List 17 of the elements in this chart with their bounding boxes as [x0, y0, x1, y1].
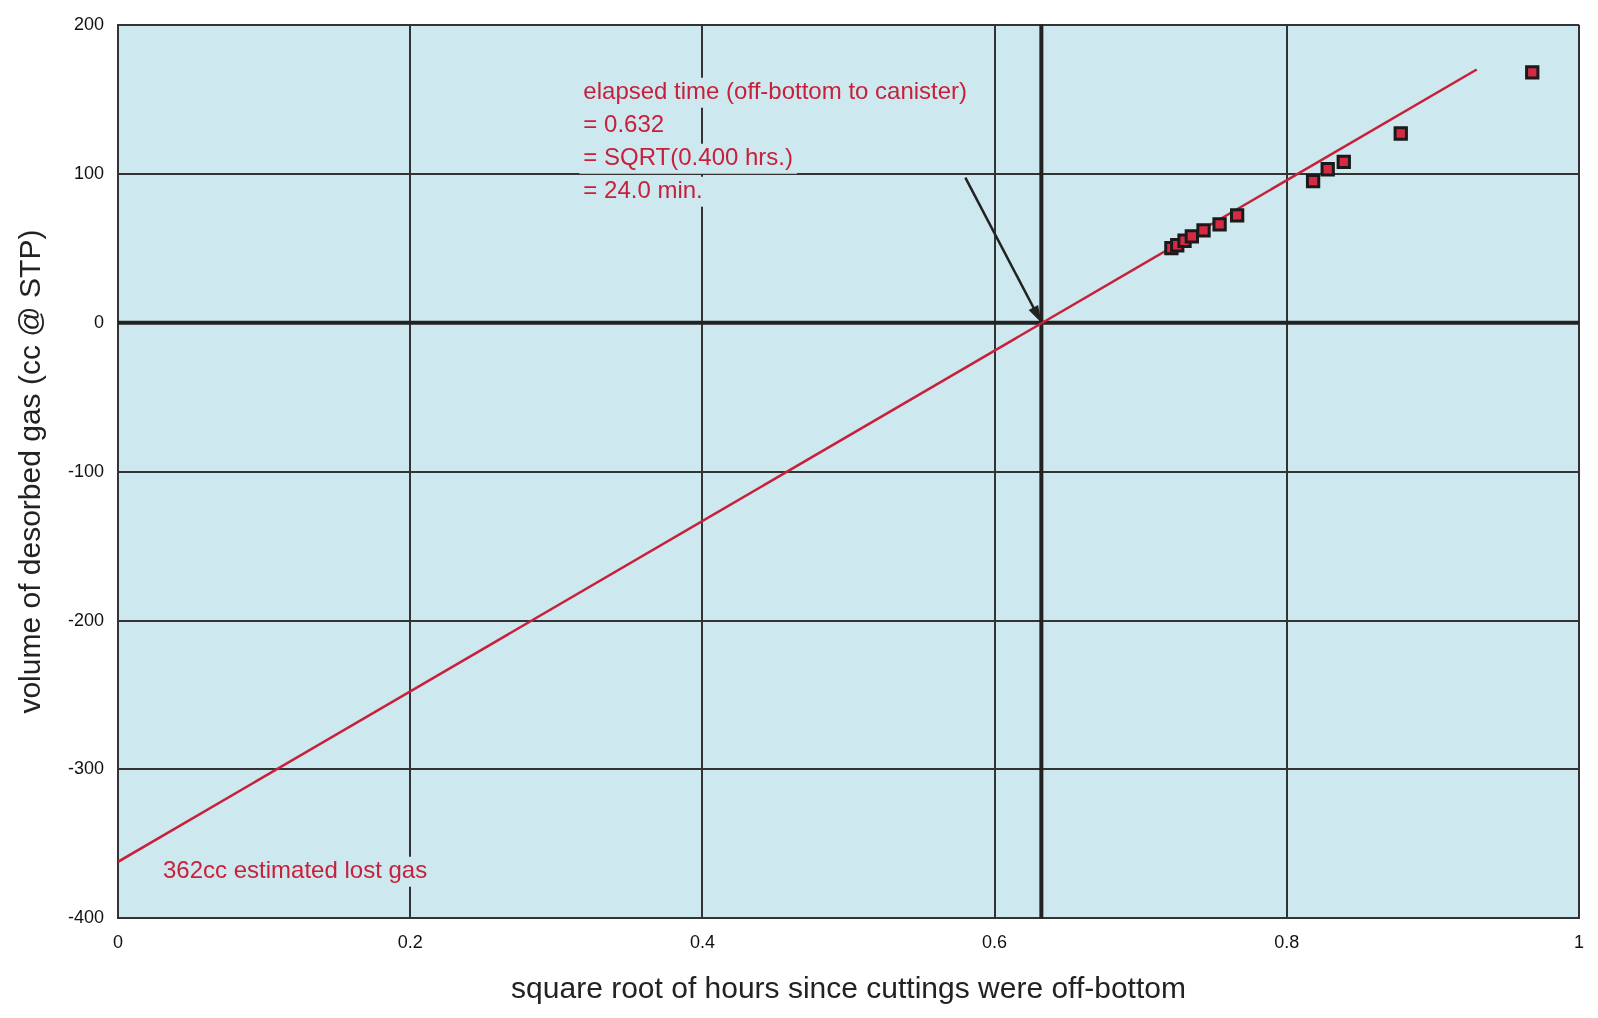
x-tick-label: 0.4 — [689, 932, 715, 953]
x-axis-title: square root of hours since cuttings were off-bottom — [511, 971, 1186, 1005]
y-tick-label: -300 — [68, 758, 105, 779]
y-tick-label: -100 — [68, 460, 105, 481]
y-tick-label: 0 — [94, 311, 105, 332]
y-tick-label: 100 — [73, 162, 105, 183]
y-tick-label: -400 — [68, 907, 105, 928]
y-tick-label: -200 — [68, 609, 105, 630]
x-tick-label: 0 — [113, 932, 124, 953]
annotation: 362cc estimated lost gas — [163, 856, 428, 884]
annotation: elapsed time (off-bottom to canister) = 0.632 = SQRT(0.400 hrs.) = 24.0 min. — [583, 77, 968, 204]
x-tick-label: 0.8 — [1274, 932, 1300, 953]
x-tick-label: 0.6 — [982, 932, 1008, 953]
y-axis-title: volume of desorbed gas (cc @ STP) — [13, 229, 47, 714]
y-tick-label: 200 — [73, 13, 105, 34]
x-tick-label: 1 — [1573, 932, 1584, 953]
x-tick-label: 0.2 — [397, 932, 423, 953]
